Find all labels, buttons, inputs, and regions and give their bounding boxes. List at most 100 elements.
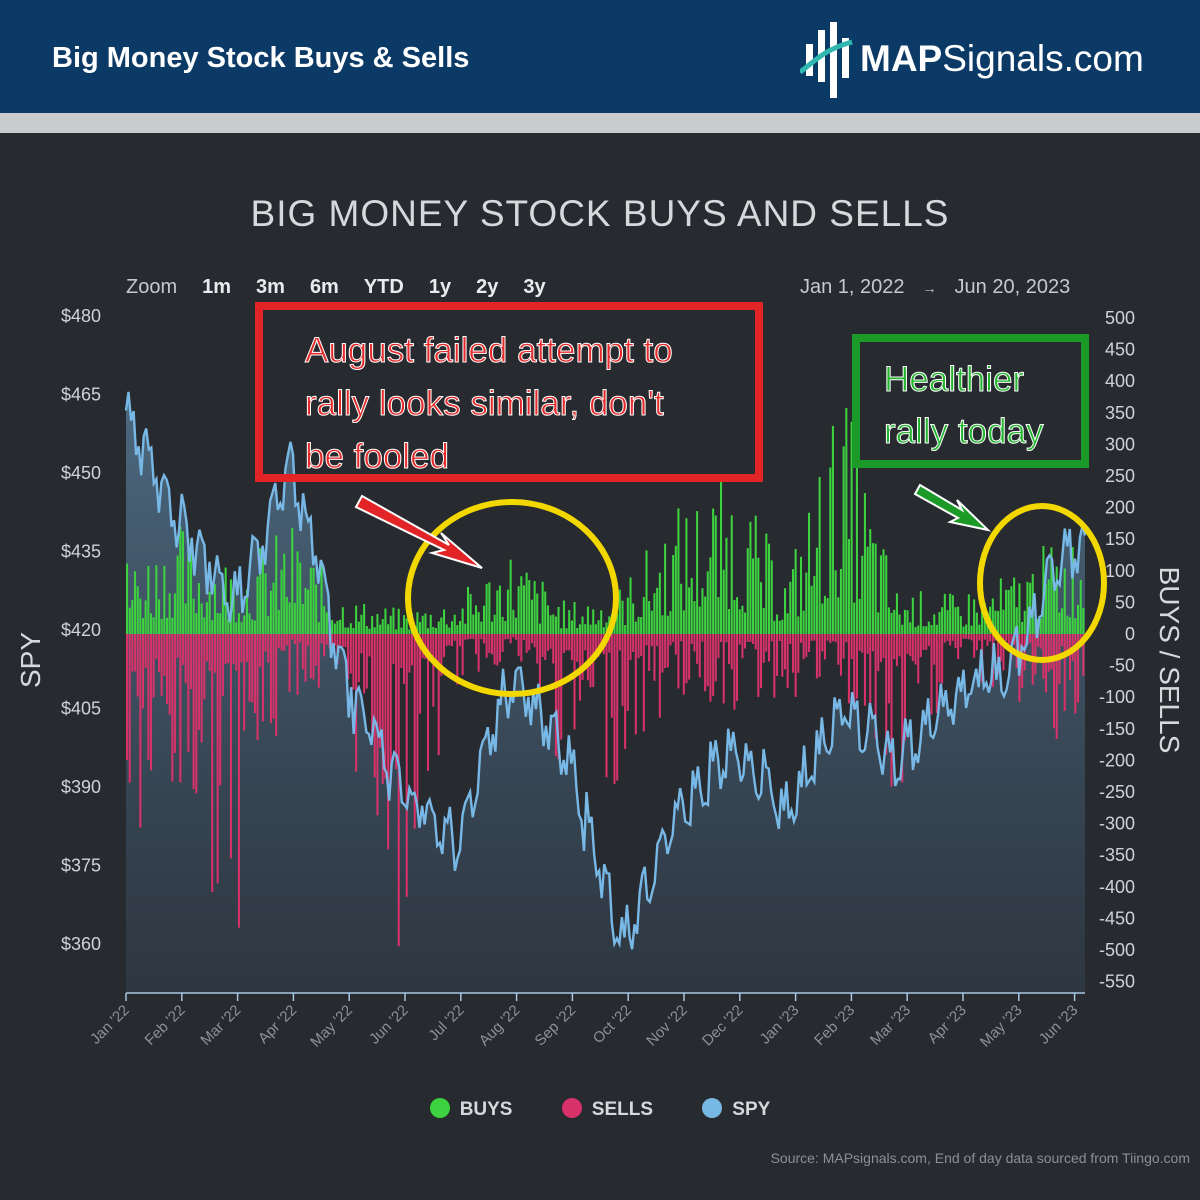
- sell-bar: [277, 634, 280, 648]
- buy-bar: [509, 559, 512, 634]
- sell-bar: [331, 634, 334, 646]
- sell-bar: [594, 634, 597, 657]
- sell-bar: [296, 634, 299, 695]
- sell-bar: [403, 634, 406, 684]
- buy-bar: [512, 609, 515, 634]
- buy-bar: [1007, 589, 1010, 634]
- sell-bar: [805, 634, 808, 657]
- buy-bar: [224, 567, 227, 634]
- buy-bar: [181, 531, 184, 634]
- sell-bar: [475, 634, 478, 655]
- buy-bar: [762, 608, 765, 634]
- sell-bar: [911, 634, 914, 662]
- buy-bar: [661, 615, 664, 634]
- sell-bar: [951, 634, 954, 641]
- header-bar: Big Money Stock Buys & Sells MAPSignals.…: [0, 0, 1200, 113]
- buy-bar: [363, 604, 366, 634]
- sell-bar: [895, 634, 898, 667]
- sell-bar: [634, 634, 637, 735]
- buy-bar: [365, 626, 368, 634]
- sell-bar: [349, 634, 352, 674]
- buy-bar: [869, 529, 872, 634]
- buy-bar: [491, 621, 494, 634]
- zoom-3m-button[interactable]: 3m: [256, 276, 285, 298]
- buy-bar: [935, 624, 938, 634]
- legend-item-spy[interactable]: SPY: [702, 1098, 770, 1121]
- buy-bar: [317, 622, 320, 634]
- sell-bar: [834, 634, 837, 643]
- y-right-tick-label: 300: [1105, 434, 1135, 454]
- buy-bar: [235, 622, 238, 634]
- sell-bar: [477, 634, 480, 672]
- buy-bar: [142, 618, 145, 634]
- sell-bar: [293, 634, 296, 645]
- buy-bar: [640, 617, 643, 634]
- legend-item-sells[interactable]: SELLS: [561, 1098, 653, 1121]
- buy-bar: [941, 607, 944, 634]
- buy-bar: [1045, 584, 1048, 634]
- sell-bar: [861, 634, 864, 653]
- buy-bar: [773, 620, 776, 634]
- buy-bar: [885, 555, 888, 634]
- sell-bar: [256, 634, 259, 740]
- buy-bar: [906, 610, 909, 634]
- buy-bar: [269, 590, 272, 634]
- x-tick-label: Feb '22: [142, 1002, 189, 1049]
- zoom-1m-button[interactable]: 1m: [202, 276, 232, 298]
- buy-bar: [917, 625, 920, 634]
- buy-bar: [331, 620, 334, 634]
- buy-bar: [299, 562, 302, 634]
- buy-bar: [528, 580, 531, 634]
- zoom-2y-button[interactable]: 2y: [476, 276, 499, 298]
- legend-item-buys[interactable]: BUYS: [429, 1098, 512, 1121]
- buy-bar: [637, 616, 640, 634]
- buy-bar: [786, 613, 789, 634]
- y-right-tick-label: -100: [1099, 687, 1135, 707]
- sell-bar: [744, 634, 747, 649]
- zoom-6m-button[interactable]: 6m: [309, 276, 339, 298]
- range-start[interactable]: Jan 1, 2022: [800, 276, 905, 298]
- buy-bar: [1018, 583, 1021, 634]
- buy-bar: [1066, 615, 1069, 634]
- legend-label-sells: SELLS: [591, 1099, 653, 1120]
- buy-bar: [173, 593, 176, 634]
- buy-bar: [136, 586, 139, 634]
- buy-bar: [919, 591, 922, 634]
- zoom-3y-button[interactable]: 3y: [523, 276, 546, 298]
- buy-bar: [419, 622, 422, 634]
- sell-bar: [368, 634, 371, 657]
- zoom-1y-button[interactable]: 1y: [428, 276, 452, 298]
- buy-bar: [781, 619, 784, 634]
- y-left-tick-label: $390: [61, 777, 101, 797]
- sell-bar: [959, 634, 962, 648]
- y-right-tick-label: -150: [1099, 719, 1135, 739]
- sell-bar: [906, 634, 909, 654]
- buy-bar: [477, 612, 480, 634]
- zoom-ytd-button[interactable]: YTD: [363, 276, 404, 298]
- sell-bar: [997, 634, 1000, 674]
- chart-title: BIG MONEY STOCK BUYS AND SELLS: [250, 193, 950, 234]
- buy-bar: [648, 601, 651, 634]
- sell-bar: [568, 634, 571, 651]
- buy-bar: [197, 583, 200, 634]
- sell-bar: [752, 634, 755, 644]
- buy-bar: [576, 628, 579, 634]
- x-tick-label: May '22: [307, 1002, 356, 1051]
- sell-bar: [440, 634, 443, 676]
- sell-bar: [309, 634, 312, 679]
- sell-bar: [392, 634, 395, 665]
- buy-bar: [690, 577, 693, 634]
- x-tick-label: Apr '23: [925, 1002, 970, 1047]
- sell-bar: [680, 634, 683, 642]
- sell-bar: [701, 634, 704, 642]
- sell-bar: [131, 634, 134, 672]
- y-left-tick-label: $375: [61, 856, 101, 876]
- buy-bar: [624, 625, 627, 634]
- buy-bar: [698, 606, 701, 634]
- buy-bar: [541, 581, 544, 634]
- buy-bar: [381, 619, 384, 634]
- range-end[interactable]: Jun 20, 2023: [954, 276, 1071, 298]
- sell-bar: [632, 634, 635, 652]
- buy-bar: [1077, 604, 1080, 634]
- buy-bar: [581, 616, 584, 634]
